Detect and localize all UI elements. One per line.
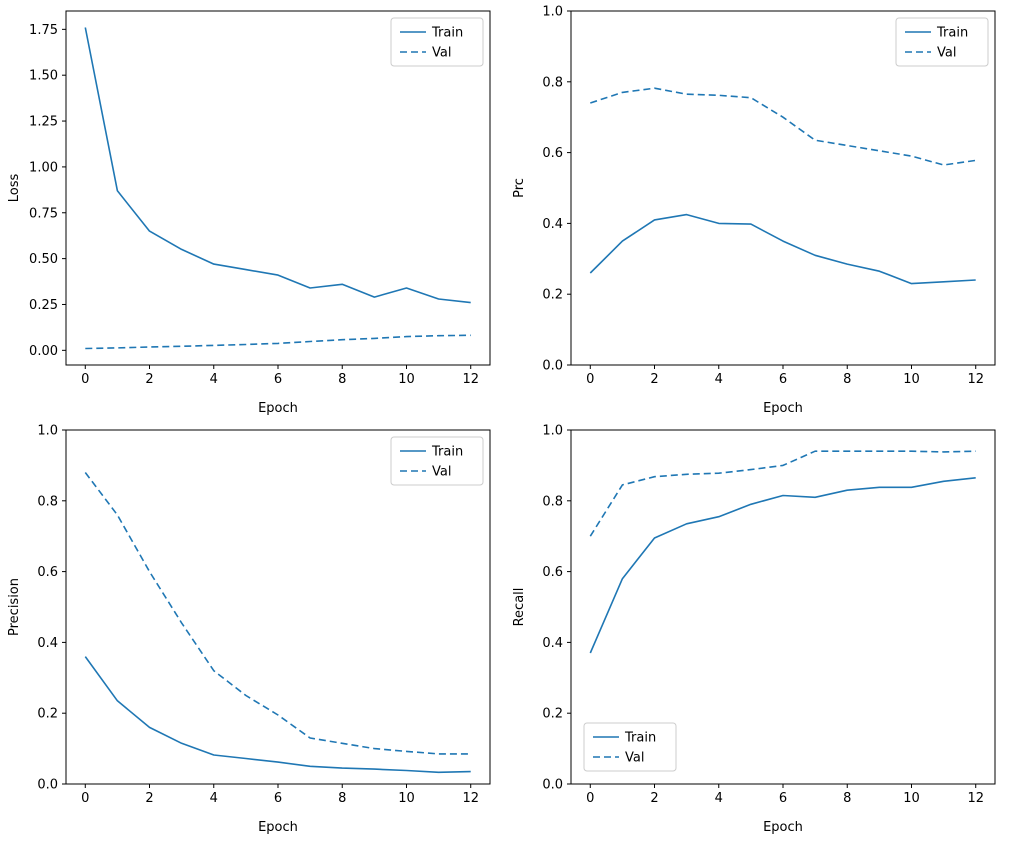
legend-label-train: Train <box>624 731 656 746</box>
y-tick-label: 0.2 <box>37 707 58 722</box>
legend: Train Val <box>895 17 989 67</box>
legend-box <box>895 17 989 67</box>
legend-label-val: Val <box>432 46 451 61</box>
legend: Train Val <box>390 17 484 67</box>
legend-label-train: Train <box>431 445 463 460</box>
train-line <box>84 27 471 304</box>
legend-label-val: Val <box>937 46 956 61</box>
x-tick-label: 8 <box>843 372 851 387</box>
y-tick-label: 0.25 <box>29 298 58 313</box>
y-tick-label: 0.4 <box>542 217 563 232</box>
legend-label-val: Val <box>432 465 451 480</box>
x-axis-label: Epoch <box>763 820 803 835</box>
legend-label-train: Train <box>431 26 463 41</box>
y-tick-label: 0.8 <box>542 75 563 90</box>
y-tick-label: 0.8 <box>542 494 563 509</box>
y-tick-label: 0.4 <box>542 636 563 651</box>
train-line <box>589 213 976 285</box>
y-tick-label: 1.75 <box>29 23 58 38</box>
precision-chart: 0 2 4 6 8 10 12 0.0 0.2 0.4 0.6 0.8 1.0 Epoch Precisio… <box>0 419 505 838</box>
y-tick-label: 0.4 <box>37 636 58 651</box>
x-tick-label: 10 <box>903 372 920 387</box>
x-tick-label: 4 <box>715 372 723 387</box>
y-tick-label: 0.00 <box>29 344 58 359</box>
legend-box <box>390 436 484 486</box>
x-tick-label: 2 <box>650 791 658 806</box>
x-tick-label: 8 <box>338 791 346 806</box>
y-axis-label: Prc <box>512 178 527 198</box>
y-tick-label: 1.0 <box>542 5 563 20</box>
y-tick-label: 1.50 <box>29 69 58 84</box>
y-tick-label: 1.0 <box>542 424 563 439</box>
loss-chart-svg: 0 2 4 6 8 10 12 0.00 0.25 0.50 0.75 1.00 1.25 1.50 1.7… <box>7 10 491 416</box>
val-line <box>589 450 976 537</box>
val-line <box>84 472 471 755</box>
legend: Train Val <box>583 722 677 772</box>
train-line <box>589 477 976 654</box>
x-tick-label: 6 <box>274 372 282 387</box>
y-tick-label: 0.0 <box>542 778 563 793</box>
val-line <box>85 334 471 350</box>
y-axis-label: Recall <box>512 588 527 627</box>
x-tick-label: 12 <box>967 372 984 387</box>
y-tick-label: 0.6 <box>542 146 563 161</box>
legend-box <box>583 722 677 772</box>
x-axis-label: Epoch <box>763 401 803 416</box>
legend: Train Val <box>390 436 484 486</box>
x-tick-label: 0 <box>81 372 89 387</box>
prc-chart: 0 2 4 6 8 10 12 0.0 0.2 0.4 0.6 0.8 1.0 Epoch Prc Train… <box>505 0 1010 419</box>
y-tick-label: 0.8 <box>37 494 58 509</box>
x-tick-label: 6 <box>779 372 787 387</box>
precision-chart-svg: 0 2 4 6 8 10 12 0.0 0.2 0.4 0.6 0.8 1.0 Epoch Precisio… <box>7 424 491 835</box>
x-tick-label: 0 <box>586 791 594 806</box>
x-tick-label: 8 <box>338 372 346 387</box>
legend-box <box>390 17 484 67</box>
recall-chart-svg: 0 2 4 6 8 10 12 0.0 0.2 0.4 0.6 0.8 1.0 Epoch Recall Tr… <box>512 424 996 835</box>
train-line <box>84 656 471 774</box>
x-tick-label: 10 <box>903 791 920 806</box>
y-tick-label: 0.6 <box>542 565 563 580</box>
loss-chart: 0 2 4 6 8 10 12 0.00 0.25 0.50 0.75 1.00 1.25 1.50 1.7… <box>0 0 505 419</box>
x-tick-label: 2 <box>145 791 153 806</box>
y-tick-label: 1.25 <box>29 115 58 130</box>
y-tick-label: 0.50 <box>29 252 58 267</box>
y-axis-label: Precision <box>7 578 22 636</box>
x-tick-label: 2 <box>145 372 153 387</box>
x-tick-label: 10 <box>398 372 415 387</box>
legend-label-val: Val <box>625 751 644 766</box>
x-tick-label: 4 <box>210 791 218 806</box>
x-tick-label: 12 <box>462 372 479 387</box>
x-tick-label: 12 <box>462 791 479 806</box>
legend-label-train: Train <box>936 26 968 41</box>
y-tick-label: 0.0 <box>542 359 563 374</box>
x-axis-label: Epoch <box>258 820 298 835</box>
x-tick-label: 2 <box>650 372 658 387</box>
y-tick-label: 0.2 <box>542 288 563 303</box>
y-tick-label: 1.0 <box>37 424 58 439</box>
prc-chart-svg: 0 2 4 6 8 10 12 0.0 0.2 0.4 0.6 0.8 1.0 Epoch Prc Train… <box>512 5 996 416</box>
x-tick-label: 10 <box>398 791 415 806</box>
val-line <box>590 87 976 166</box>
x-tick-label: 6 <box>274 791 282 806</box>
x-tick-label: 4 <box>715 791 723 806</box>
x-tick-label: 6 <box>779 791 787 806</box>
recall-chart: 0 2 4 6 8 10 12 0.0 0.2 0.4 0.6 0.8 1.0 Epoch Recall Tr… <box>505 419 1010 838</box>
x-tick-label: 0 <box>586 372 594 387</box>
x-tick-label: 4 <box>210 372 218 387</box>
y-tick-label: 0.0 <box>37 778 58 793</box>
y-tick-label: 1.00 <box>29 160 58 175</box>
y-tick-label: 0.2 <box>542 707 563 722</box>
x-tick-label: 0 <box>81 791 89 806</box>
x-tick-label: 12 <box>967 791 984 806</box>
y-tick-label: 0.75 <box>29 206 58 221</box>
y-tick-label: 0.6 <box>37 565 58 580</box>
x-tick-label: 8 <box>843 791 851 806</box>
x-axis-label: Epoch <box>258 401 298 416</box>
y-axis-label: Loss <box>7 174 22 203</box>
